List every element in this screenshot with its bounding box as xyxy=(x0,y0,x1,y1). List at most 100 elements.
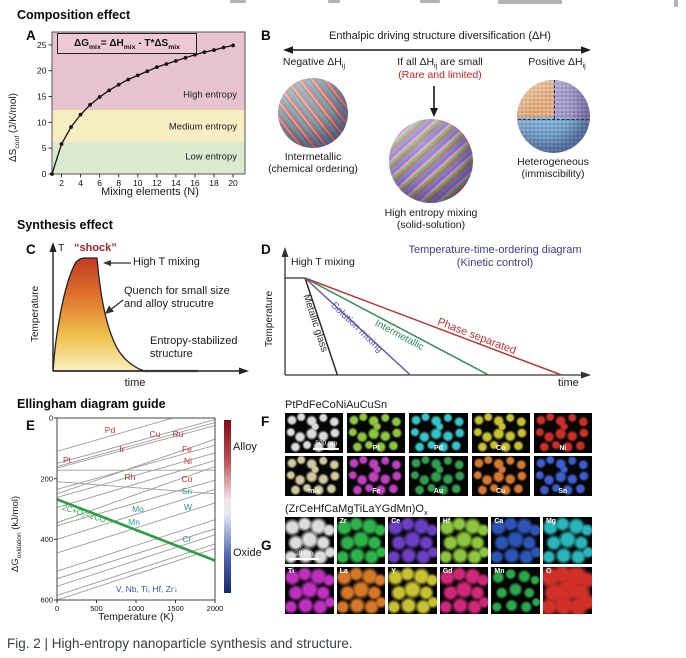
heterogeneous-caption: Heterogeneous xyxy=(517,156,589,168)
eds-map-cell-Gd: Gd xyxy=(439,567,489,614)
element-label: O xyxy=(545,568,552,575)
cropped-text-fragment xyxy=(674,0,678,7)
svg-text:-400: -400 xyxy=(40,535,53,544)
solid-solution-caption: (solid-solution) xyxy=(396,219,466,231)
panel-b-letter: B xyxy=(261,28,271,43)
svg-text:Cu: Cu xyxy=(150,429,161,439)
svg-text:Mo: Mo xyxy=(132,504,144,514)
svg-text:Low entropy: Low entropy xyxy=(185,151,237,162)
high-entropy-mixing-caption: High entropy mixing xyxy=(384,207,478,219)
svg-text:2: 2 xyxy=(59,178,64,188)
cropped-text-fragment xyxy=(328,0,340,3)
synthesis-effect-heading: Synthesis effect xyxy=(17,218,113,232)
chemical-ordering-caption: (chemical ordering) xyxy=(268,163,358,175)
svg-text:16: 16 xyxy=(190,178,200,188)
cropped-text-fragment xyxy=(230,0,246,3)
eds-map-cell-Co: Co xyxy=(471,413,530,453)
eds-map-cell-Mn: Mn xyxy=(491,567,540,614)
panel-g-title: (ZrCeHfCaMgTiLaYGdMn)Ox xyxy=(285,503,428,518)
high-t-mixing-label: High T mixing xyxy=(133,256,200,268)
panel-e-y-axis-label: ΔGoxidation (kJ/mol) xyxy=(10,495,23,572)
panel-g-letter: G xyxy=(261,538,272,553)
ellingham-diagram: 0 500 1000 1500 2000 0 -200 -400 -600 Pd Cu Ru Ir Fe P… xyxy=(40,415,224,613)
down-arrow xyxy=(430,86,438,117)
panel-f-letter: F xyxy=(261,414,270,429)
panel-d-letter: D xyxy=(261,242,271,257)
negative-dh-label: Negative ΔHij xyxy=(282,56,346,71)
svg-text:20: 20 xyxy=(37,66,47,76)
svg-text:Medium entropy: Medium entropy xyxy=(169,121,237,132)
scale-bar: 20 nm xyxy=(289,550,319,560)
element-label: Hf xyxy=(442,518,451,525)
svg-text:2C+O2=2CO: 2C+O2=2CO xyxy=(61,503,108,527)
alloy-oxide-colorbar xyxy=(224,420,231,593)
entropy-stabilized-label-line2: structure xyxy=(150,348,193,360)
eds-map-cell-Zr: Zr xyxy=(336,517,386,564)
svg-text:W: W xyxy=(184,502,192,512)
svg-text:14: 14 xyxy=(171,178,181,188)
element-label: Y xyxy=(391,568,396,575)
element-label: Co xyxy=(495,445,506,452)
double-headed-arrow xyxy=(283,46,591,54)
element-label: Ca xyxy=(494,518,504,525)
svg-text:Sn: Sn xyxy=(182,486,193,496)
svg-text:Cr: Cr xyxy=(182,534,191,544)
panel-d-y-axis-label: Temperature xyxy=(264,290,275,347)
t-axis-label: T xyxy=(58,242,65,254)
svg-text:Mn: Mn xyxy=(128,517,140,527)
enthalpy-axis-title: Enthalpic driving structure diversificat… xyxy=(329,30,551,42)
svg-text:4: 4 xyxy=(78,178,83,188)
element-label: Zr xyxy=(339,518,347,525)
svg-text:1500: 1500 xyxy=(167,604,184,613)
phase-divider-vertical xyxy=(553,80,555,119)
svg-text:Fe: Fe xyxy=(182,444,192,454)
svg-text:0: 0 xyxy=(49,415,53,423)
element-label: Cu xyxy=(495,488,506,495)
panel-a-y-axis-label: ΔSconf (J/K/mol) xyxy=(8,93,21,162)
intermetallic-caption: Intermetallic xyxy=(284,151,342,163)
intermetallic-nanoparticle-sphere xyxy=(278,78,348,148)
svg-text:2000: 2000 xyxy=(207,604,224,613)
eds-map-cell-mix: mix xyxy=(285,456,344,496)
svg-text:8: 8 xyxy=(116,178,121,188)
panel-d-x-axis-label: time xyxy=(558,377,579,389)
rare-and-limited-note: (Rare and limited) xyxy=(398,69,482,81)
high-t-mixing-label-d: High T mixing xyxy=(291,256,355,268)
svg-text:15: 15 xyxy=(37,92,47,102)
svg-text:0: 0 xyxy=(42,169,47,179)
cropped-text-fragment xyxy=(420,0,440,3)
svg-text:1000: 1000 xyxy=(128,604,145,613)
scale-bar-line xyxy=(289,558,319,560)
quench-label-line2: and alloy strucutre xyxy=(124,298,214,310)
ttt-diagram-title: Temperature-time-ordering diagram xyxy=(408,244,582,256)
eds-map-cell-Sn: Sn xyxy=(533,456,592,496)
svg-text:-600: -600 xyxy=(40,596,53,605)
eds-map-cell-Pd: Pd xyxy=(409,413,468,453)
panel-c-x-axis-label: time xyxy=(124,377,146,389)
element-label: La xyxy=(339,568,348,575)
eds-map-grid-oxide: 20 nm Zr Ce Hf Ca Mg Ti La Y Gd Mn O xyxy=(285,517,592,614)
eds-map-cell-Ti: Ti xyxy=(285,567,334,614)
element-label: Fe xyxy=(372,488,381,495)
svg-text:0: 0 xyxy=(55,604,59,613)
alloy-label: Alloy xyxy=(233,441,257,453)
scale-bar-line xyxy=(313,448,340,450)
panel-e-letter: E xyxy=(26,418,36,433)
entropy-stabilized-label-line1: Entropy-stabilized xyxy=(150,335,238,347)
svg-text:Pd: Pd xyxy=(105,425,116,435)
panel-e-x-axis-label: Temperature (K) xyxy=(98,611,174,623)
eds-map-cell-Y: Y xyxy=(388,567,437,614)
oxide-label: Oxide xyxy=(233,547,262,559)
eds-map-cell-Ca: Ca xyxy=(491,517,540,564)
panel-c-letter: C xyxy=(26,242,36,257)
ellingham-heading: Ellingham diagram guide xyxy=(17,397,166,411)
positive-dh-label: Positive ΔHij xyxy=(528,56,586,71)
eds-map-cell-Fe: Fe xyxy=(347,456,406,496)
eds-map-cell-Hf: Hf xyxy=(439,517,489,564)
tem-image-cell: 500 nm xyxy=(285,413,344,453)
panel-a-letter: A xyxy=(26,28,36,43)
svg-text:500: 500 xyxy=(90,604,103,613)
panel-f-title: PtPdFeCoNiAuCuSn xyxy=(285,399,388,411)
quench-label-line1: Quench for small size xyxy=(124,285,230,297)
svg-text:10: 10 xyxy=(37,117,47,127)
